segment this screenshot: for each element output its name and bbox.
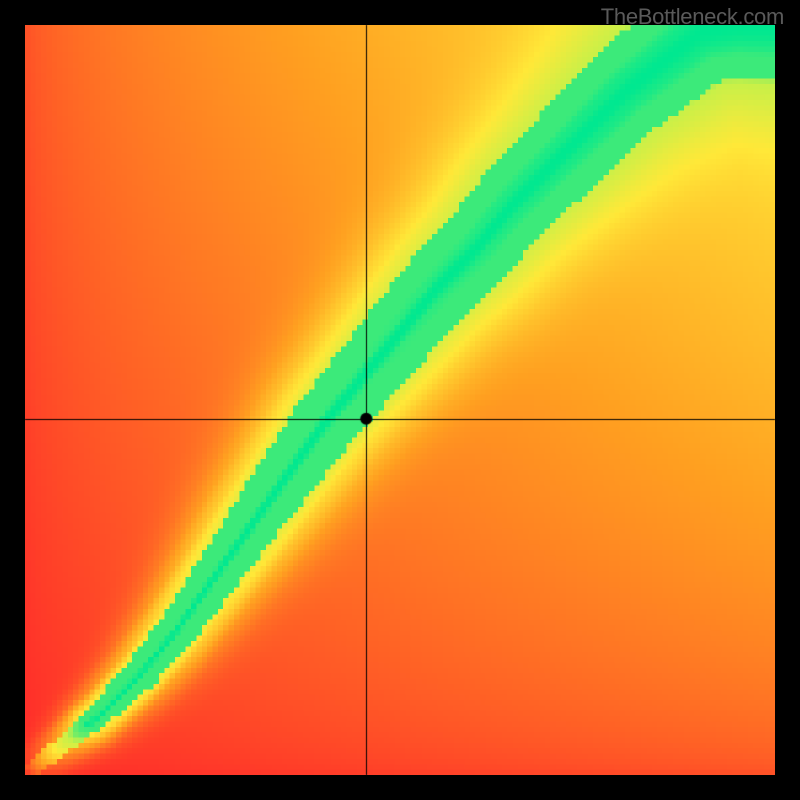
chart-container: TheBottleneck.com (0, 0, 800, 800)
crosshair-overlay (0, 0, 800, 800)
